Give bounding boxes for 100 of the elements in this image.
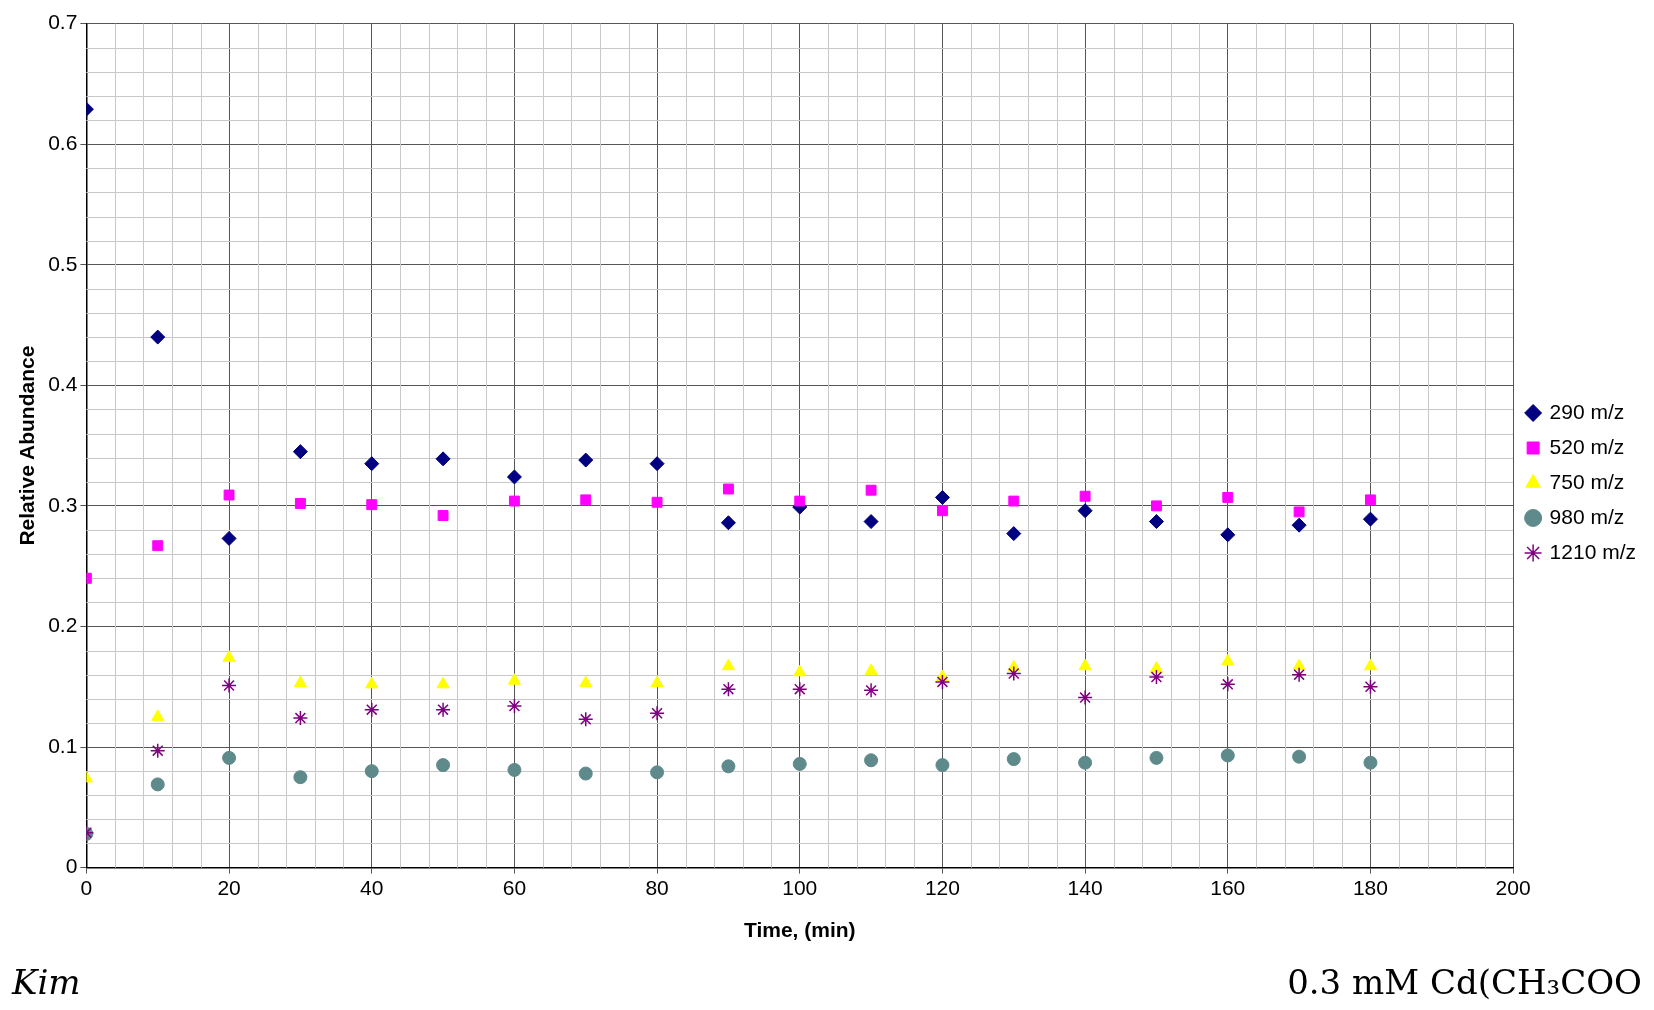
point: [1363, 658, 1378, 671]
y-tick-label: 0.6: [48, 130, 78, 154]
point: [149, 742, 166, 759]
point: [293, 770, 308, 785]
point: [578, 711, 594, 728]
point: [864, 663, 878, 676]
point: [150, 329, 166, 345]
point: [1362, 678, 1379, 695]
y-tick-label: 0.3: [48, 492, 78, 516]
x-tick-label: 120: [924, 876, 960, 899]
point: [365, 676, 379, 689]
point: [578, 766, 593, 781]
y-tick-label: 0.4: [48, 372, 78, 396]
point: [292, 444, 308, 460]
point: [721, 759, 736, 774]
point: [507, 762, 522, 777]
y-tick-label: 0.1: [48, 733, 78, 757]
point: [506, 469, 522, 485]
point: [1220, 527, 1236, 543]
x-tick-label: 20: [217, 876, 241, 899]
point: [649, 705, 665, 722]
point: [1220, 748, 1235, 763]
point: [1222, 492, 1234, 503]
point: [934, 489, 950, 505]
point: [721, 658, 735, 671]
point: [579, 675, 593, 688]
point: [435, 451, 451, 467]
point: [1362, 511, 1378, 527]
x-tick-label: 200: [1495, 876, 1531, 899]
point: [436, 676, 450, 689]
x-tick-label: 180: [1352, 876, 1388, 899]
point: [1149, 750, 1164, 765]
point: [1291, 517, 1307, 533]
point: [1148, 514, 1164, 530]
point: [720, 681, 737, 697]
point: [1150, 500, 1162, 512]
point: [863, 514, 879, 530]
x-tick-label: 40: [360, 876, 384, 899]
point: [1148, 669, 1165, 685]
point: [1006, 665, 1022, 682]
point: [578, 452, 594, 468]
point: [366, 499, 378, 511]
legend-label: 520 m/z: [1549, 434, 1625, 458]
x-tick-label: 60: [502, 876, 527, 899]
legend-label: 290 m/z: [1549, 399, 1625, 423]
point: [934, 674, 951, 690]
point: [1363, 755, 1378, 770]
point: [436, 758, 451, 773]
point: [292, 710, 309, 726]
point: [437, 510, 449, 521]
point: [1293, 506, 1305, 518]
x-tick-label: 140: [1067, 876, 1103, 899]
point: [1078, 658, 1092, 671]
point: [1365, 494, 1376, 506]
x-tick-label: 80: [645, 876, 669, 899]
point: [650, 675, 664, 688]
point: [1006, 752, 1021, 767]
point: [865, 484, 877, 496]
point: [1220, 676, 1236, 693]
point: [792, 681, 808, 697]
point: [294, 498, 306, 509]
point: [720, 515, 736, 531]
legend-label: 1210 m/z: [1549, 539, 1637, 563]
point: [506, 698, 523, 714]
point: [222, 750, 237, 765]
text: 0.3 mM Cd(CH₃COO: [1287, 962, 1642, 1002]
point: [650, 765, 665, 780]
point: [1008, 495, 1020, 507]
point: [364, 764, 379, 779]
point: [293, 675, 307, 688]
point: [222, 650, 236, 662]
text: Kim: [12, 962, 81, 1002]
point: [1077, 503, 1093, 519]
x-tick-label: 160: [1210, 876, 1246, 899]
point: [223, 489, 235, 501]
point: [863, 682, 879, 699]
point: [936, 505, 948, 517]
point: [794, 495, 806, 507]
point: [792, 756, 807, 771]
point: [580, 494, 592, 506]
point: [651, 496, 663, 508]
point: [364, 456, 380, 472]
point: [1077, 689, 1093, 706]
point: [1291, 666, 1307, 683]
point: [793, 664, 807, 677]
point: [1006, 526, 1022, 542]
y-tick-label: 0.7: [48, 10, 78, 34]
point: [507, 673, 521, 685]
legend-label: 980 m/z: [1549, 504, 1625, 528]
point: [649, 456, 665, 472]
point: [1292, 658, 1306, 671]
y-tick-label: 0: [65, 854, 78, 878]
y-tick-label: 0.5: [48, 251, 78, 275]
x-tick-label: 0: [80, 876, 93, 899]
point: [435, 701, 451, 718]
point: [1078, 755, 1093, 770]
point: [150, 777, 165, 792]
y-axis-title: Relative Abundance: [15, 345, 39, 546]
point: [935, 758, 950, 773]
point: [221, 530, 237, 546]
